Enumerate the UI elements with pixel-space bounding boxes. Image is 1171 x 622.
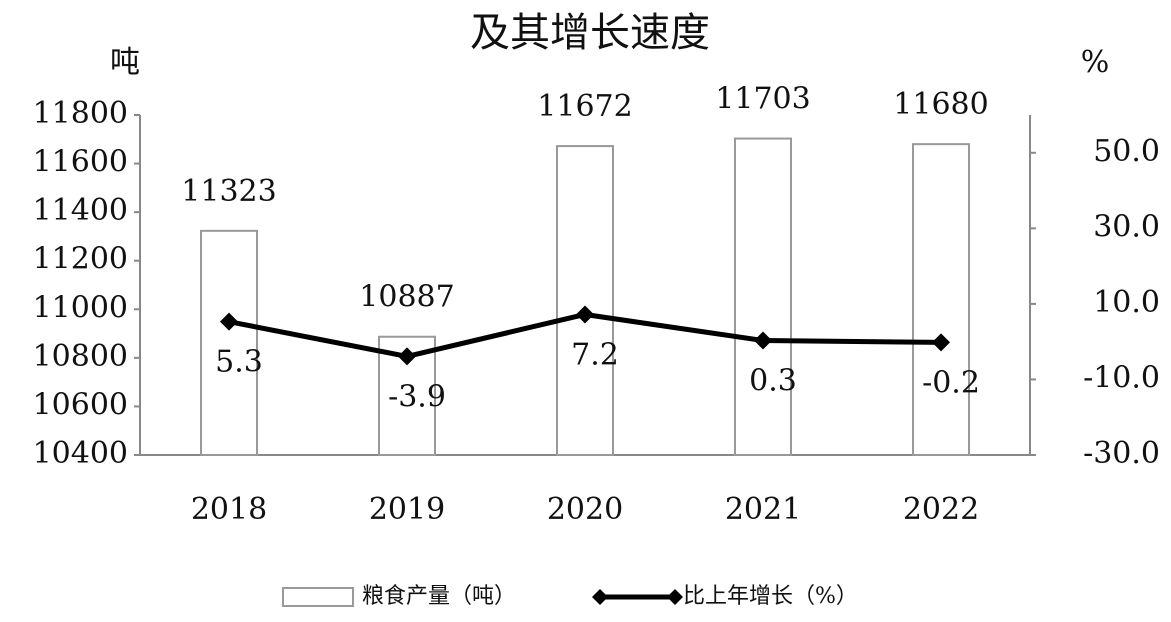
bar-value-label: 11672 (537, 89, 632, 124)
x-tick-label: 2022 (903, 492, 979, 527)
line-value-label: -3.9 (388, 379, 446, 414)
legend-swatch (282, 587, 354, 607)
line-value-label: 5.3 (215, 345, 263, 380)
line-marker (576, 305, 594, 324)
bar (734, 137, 792, 457)
y2-tick-label: 50.0 (1093, 134, 1160, 169)
y-tick-label: 11400 (33, 193, 128, 228)
bar (912, 143, 970, 456)
x-tick-label: 2019 (369, 492, 445, 527)
line-marker (220, 312, 238, 331)
line-marker (398, 347, 416, 366)
y-tick-label: 11200 (33, 242, 128, 277)
y-tick-label: 11600 (33, 145, 128, 180)
legend-marker (667, 589, 683, 605)
bar (200, 229, 258, 456)
x-tick-label: 2020 (547, 492, 623, 527)
legend-marker (592, 589, 608, 605)
y2-tick-label: -10.0 (1083, 360, 1160, 395)
legend-label: 比上年增长（%） (683, 584, 858, 609)
y-axis-unit: 吨 (110, 45, 140, 80)
bar (378, 335, 436, 457)
bar-value-label: 11680 (893, 87, 988, 122)
line-marker (754, 331, 772, 350)
x-tick-label: 2018 (191, 492, 267, 527)
y2-axis-unit: % (1081, 45, 1110, 80)
bar-value-label: 11323 (181, 174, 276, 209)
line-value-label: -0.2 (922, 365, 980, 400)
y-tick-label: 10600 (33, 387, 128, 422)
y2-tick-label: 30.0 (1093, 209, 1160, 244)
y-tick-label: 11000 (33, 290, 128, 325)
line-value-label: 0.3 (749, 364, 797, 399)
bar-value-label: 10887 (359, 280, 454, 315)
legend-label: 粮食产量（吨） (362, 584, 516, 609)
line-marker (932, 333, 950, 352)
line-value-label: 7.2 (571, 337, 619, 372)
bar (556, 145, 614, 456)
x-tick-label: 2021 (725, 492, 801, 527)
y-tick-label: 11800 (33, 96, 128, 131)
chart-title: 及其增长速度 (470, 10, 710, 56)
bar-value-label: 11703 (715, 82, 810, 117)
y-tick-label: 10400 (33, 436, 128, 471)
y-tick-label: 10800 (33, 339, 128, 374)
y2-tick-label: -30.0 (1083, 436, 1160, 471)
y2-tick-label: 10.0 (1093, 285, 1160, 320)
